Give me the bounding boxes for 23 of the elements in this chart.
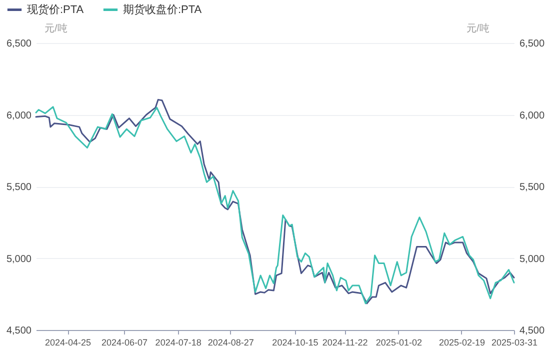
y-tick-label: 5,500: [6, 182, 32, 193]
y2-tick-label: 5,000: [520, 254, 545, 265]
y2-axis-title: 元/吨: [466, 22, 490, 34]
y2-tick-label: 6,000: [520, 110, 545, 122]
x-tick-label: 2024-06-07: [101, 338, 148, 348]
y-tick-label: 4,500: [6, 326, 32, 336]
x-tick-label: 2025-03-31: [491, 338, 538, 348]
y2-tick-label: 6,500: [520, 38, 545, 50]
y-axis-title: 元/吨: [44, 22, 68, 34]
y-tick-label: 5,000: [6, 254, 32, 265]
y2-tick-label: 4,500: [520, 326, 545, 336]
x-tick-label: 2024-11-22: [322, 338, 368, 348]
legend-label: 现货价:PTA: [27, 4, 84, 16]
y-tick-label: 6,500: [6, 38, 32, 50]
x-tick-label: 2024-04-25: [44, 338, 92, 348]
x-tick-label: 2024-08-27: [208, 338, 254, 348]
x-tick-label: 2025-01-02: [376, 338, 422, 348]
y2-tick-label: 5,500: [520, 182, 545, 193]
x-tick-label: 2024-07-18: [155, 338, 202, 348]
y-tick-label: 6,000: [6, 110, 32, 122]
legend-label: 期货收盘价:PTA: [123, 4, 202, 16]
x-tick-label: 2025-02-19: [438, 338, 485, 348]
x-tick-label: 2024-10-15: [272, 338, 318, 348]
